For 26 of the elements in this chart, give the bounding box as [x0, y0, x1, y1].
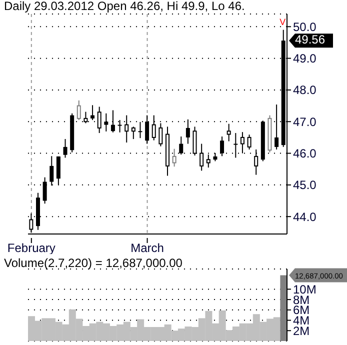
candlestick — [63, 138, 68, 158]
chart-title: Volume(2.7,220) = 12,687,000.00 — [4, 256, 182, 270]
candlestick — [138, 121, 142, 139]
x-tick-label: March — [130, 241, 164, 255]
y-tick-label: 48.0 — [293, 83, 317, 98]
chart-title: Daily 29.03.2012 Open 46.26, Hi 49.9, Lo 46. — [4, 0, 245, 13]
candlestick — [192, 126, 197, 156]
candlestick — [172, 148, 176, 168]
candlestick — [247, 134, 252, 150]
y-tick-label: 46.0 — [293, 146, 317, 161]
candlestick — [200, 143, 204, 172]
candlestick — [42, 176, 47, 204]
y-tick-label: 47.0 — [293, 114, 317, 129]
candlestick — [131, 126, 136, 140]
candlestick — [234, 132, 238, 158]
annotation: V — [280, 16, 286, 27]
candlestick — [97, 106, 102, 134]
candlestick — [76, 100, 81, 121]
text: 49.56 — [295, 32, 326, 47]
y-tick-label: 45.0 — [293, 178, 317, 192]
bar — [280, 275, 288, 341]
y-tick-label: 49.0 — [293, 52, 317, 66]
candlestick — [90, 104, 95, 121]
y-tick-label: 50.0 — [293, 20, 317, 34]
candlestick — [226, 123, 231, 142]
y-tick-label: 44.0 — [293, 210, 317, 224]
